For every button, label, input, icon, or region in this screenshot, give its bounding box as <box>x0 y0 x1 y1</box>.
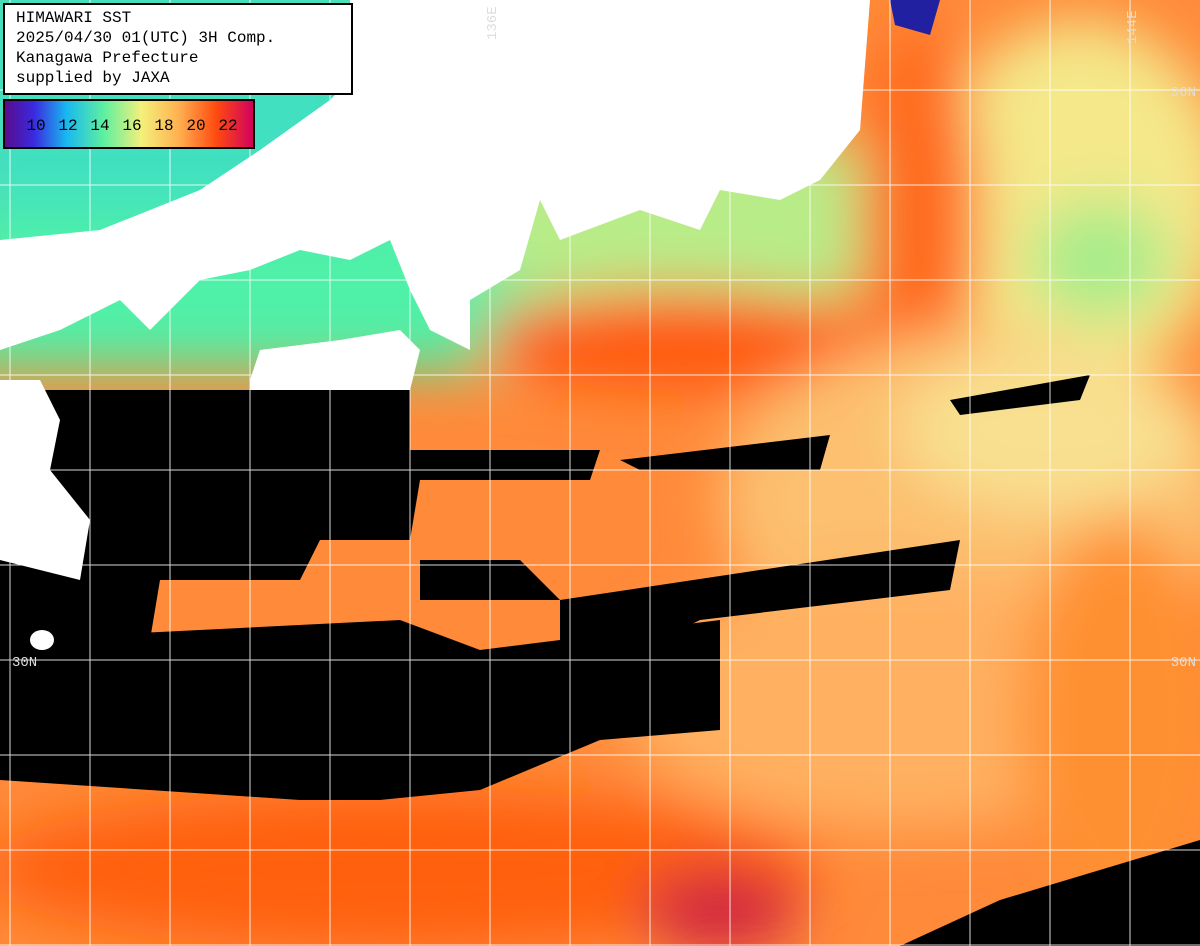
header-line: HIMAWARI SST <box>16 9 131 27</box>
colorbar-tick: 10 <box>26 117 45 135</box>
colorbar-tick: 18 <box>154 117 173 135</box>
lon-label: 144E <box>1125 10 1141 44</box>
colorbar-tick: 22 <box>218 117 237 135</box>
header-line: 2025/04/30 01(UTC) 3H Comp. <box>16 29 275 47</box>
lat-label: 30N <box>12 655 37 671</box>
colorbar-tick: 16 <box>122 117 141 135</box>
colorbar-labels: 10 12 14 16 18 20 22 <box>26 117 237 135</box>
colorbar-tick: 20 <box>186 117 205 135</box>
header: HIMAWARI SST 2025/04/30 01(UTC) 3H Comp. K… <box>16 9 275 87</box>
header-line: Kanagawa Prefecture <box>16 49 198 67</box>
colorbar-tick: 14 <box>90 117 109 135</box>
lon-label: 136E <box>485 6 501 40</box>
lat-label: 30N <box>1171 655 1196 671</box>
colorbar-tick: 12 <box>58 117 77 135</box>
lat-label: 36N <box>1171 85 1196 101</box>
header-line: supplied by JAXA <box>16 69 170 87</box>
header-box <box>3 3 353 95</box>
colorbar <box>3 99 255 149</box>
